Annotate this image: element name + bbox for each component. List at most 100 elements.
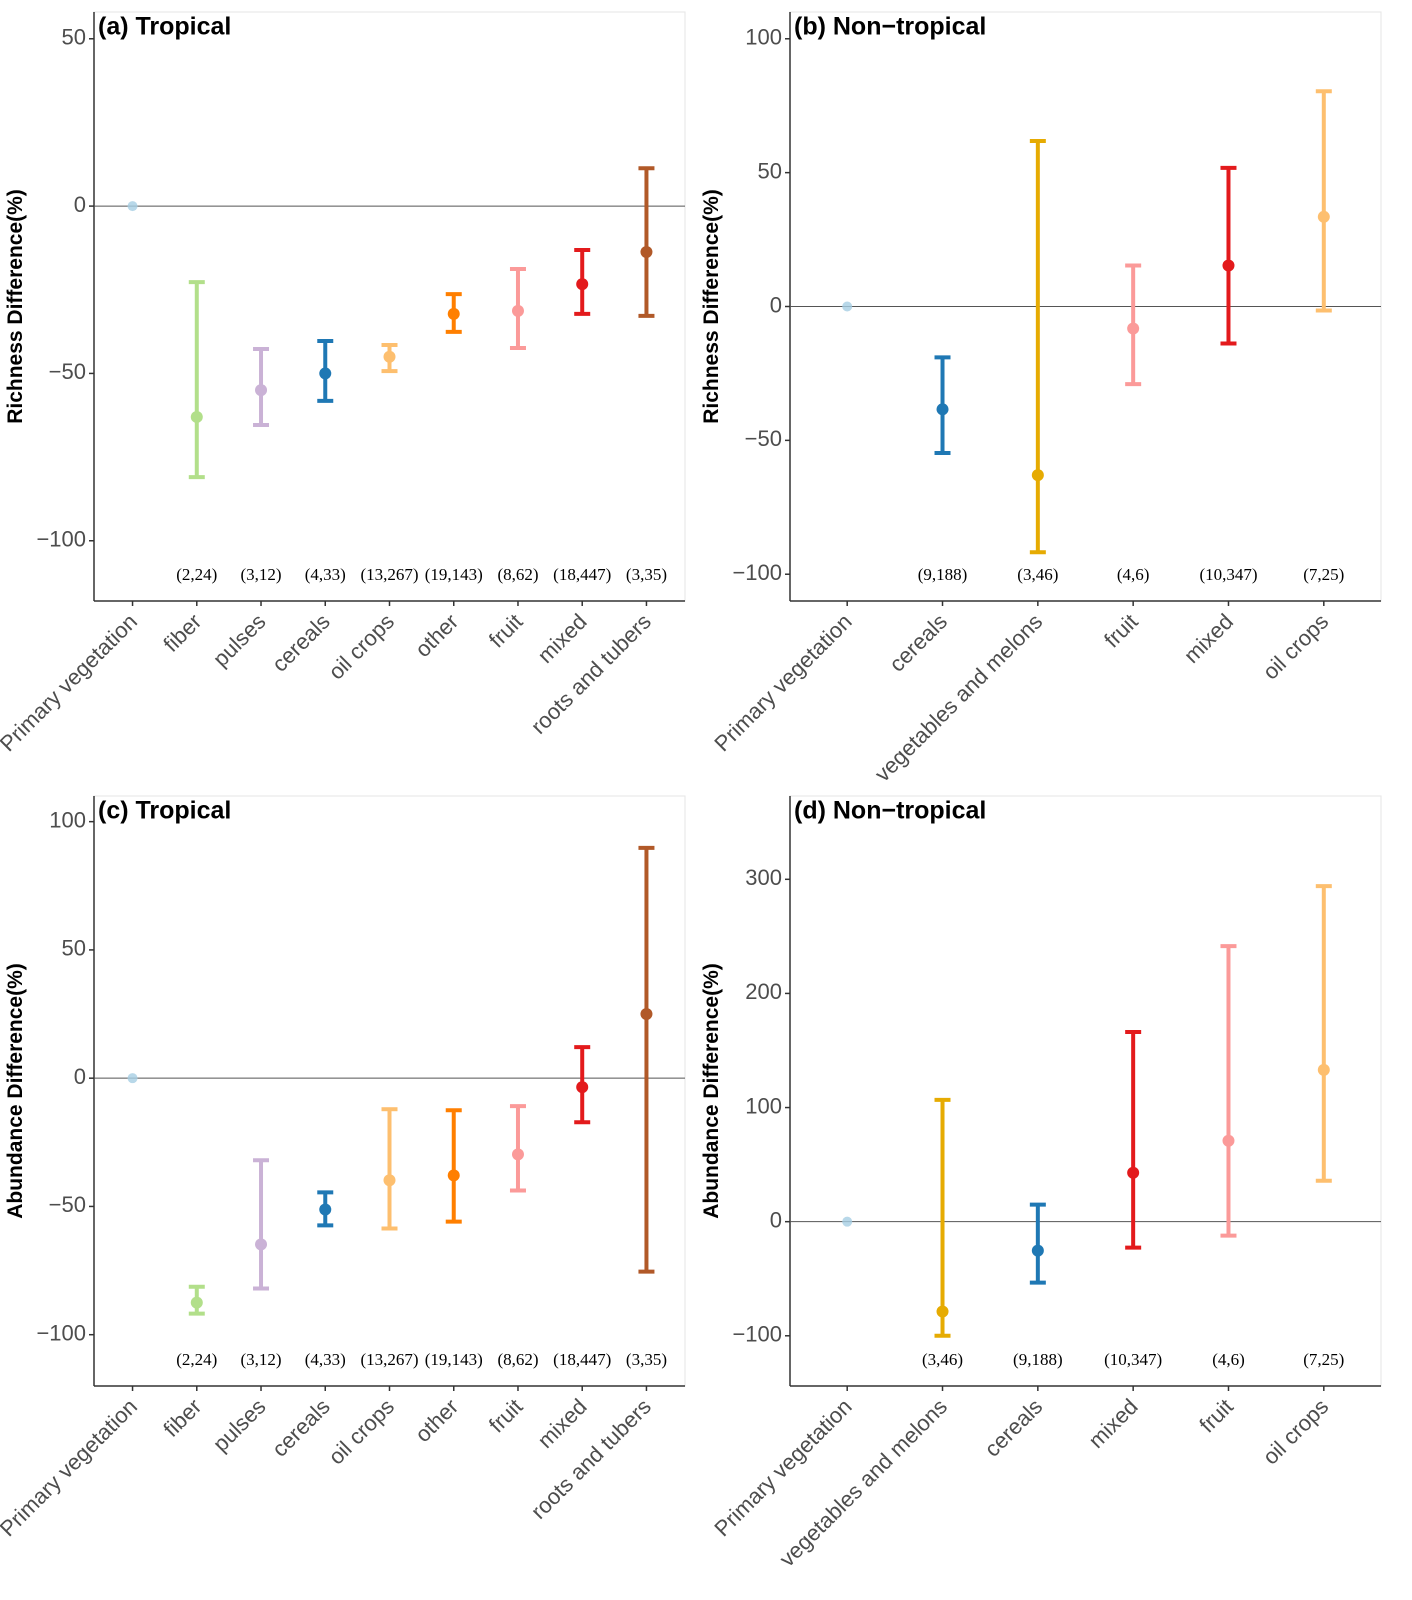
point bbox=[190, 1296, 203, 1309]
point bbox=[842, 301, 853, 312]
y-tick-label: −50 bbox=[49, 1192, 86, 1217]
error-bar bbox=[188, 280, 205, 480]
sample-size-label: (4,6) bbox=[1212, 1350, 1245, 1369]
x-tick-label: fiber bbox=[158, 1394, 206, 1442]
y-tick-label: 0 bbox=[74, 1064, 86, 1089]
y-tick-label: 200 bbox=[745, 979, 782, 1004]
y-axis-label: Abundance Difference(%) bbox=[700, 963, 723, 1219]
y-tick-label: 100 bbox=[745, 1093, 782, 1118]
error-bar bbox=[1029, 139, 1046, 555]
x-tick-label: vegetables and melons bbox=[870, 609, 1048, 787]
sample-size-label: (7,25) bbox=[1303, 1350, 1344, 1369]
sample-size-label: (18,447) bbox=[553, 565, 611, 584]
y-tick-label: −100 bbox=[36, 527, 86, 552]
sample-size-label: (3,46) bbox=[922, 1350, 963, 1369]
error-bar bbox=[1315, 89, 1332, 313]
error-bar bbox=[1029, 1202, 1046, 1285]
error-bar bbox=[638, 166, 655, 318]
point bbox=[511, 1148, 524, 1161]
point bbox=[383, 1174, 396, 1187]
point bbox=[255, 384, 268, 397]
y-axis-label: Richness Difference(%) bbox=[700, 189, 723, 424]
x-tick-label: fruit bbox=[1099, 609, 1143, 653]
sample-size-label: (3,12) bbox=[240, 565, 281, 584]
panel-title: (d) Non−tropical bbox=[794, 797, 986, 825]
x-tick-label: other bbox=[410, 609, 463, 662]
error-bar bbox=[1125, 1030, 1142, 1250]
point bbox=[383, 350, 396, 363]
point bbox=[319, 1203, 332, 1216]
sample-size-label: (3,46) bbox=[1017, 565, 1058, 584]
panel-title: (c) Tropical bbox=[98, 797, 231, 825]
error-bar bbox=[445, 1108, 462, 1224]
point bbox=[1317, 1063, 1330, 1076]
point bbox=[447, 307, 460, 320]
panel-title: (b) Non−tropical bbox=[794, 13, 986, 41]
y-axis-label: Abundance Difference(%) bbox=[4, 963, 27, 1219]
point bbox=[936, 403, 949, 416]
sample-size-label: (10,347) bbox=[1199, 565, 1257, 584]
x-tick-label: oil crops bbox=[1258, 609, 1334, 685]
point bbox=[255, 1238, 268, 1251]
y-tick-label: −50 bbox=[49, 359, 86, 384]
x-tick-label: mixed bbox=[533, 1394, 592, 1453]
y-tick-label: 50 bbox=[758, 158, 782, 183]
sample-size-label: (9,188) bbox=[1013, 1350, 1063, 1369]
sample-size-label: (4,33) bbox=[305, 1350, 346, 1369]
error-bar bbox=[381, 1107, 398, 1231]
x-tick-label: pulses bbox=[208, 609, 271, 672]
sample-size-label: (4,6) bbox=[1117, 565, 1150, 584]
sample-size-label: (2,24) bbox=[176, 1350, 217, 1369]
y-tick-label: −100 bbox=[732, 1322, 782, 1347]
y-tick-label: −100 bbox=[732, 560, 782, 585]
point bbox=[1222, 1134, 1235, 1147]
sample-size-label: (18,447) bbox=[553, 1350, 611, 1369]
x-tick-label: mixed bbox=[533, 609, 592, 668]
point bbox=[640, 1008, 653, 1021]
y-tick-label: 100 bbox=[745, 25, 782, 50]
point bbox=[1127, 322, 1140, 335]
point bbox=[1031, 1244, 1044, 1257]
x-tick-label: fruit bbox=[1194, 1394, 1238, 1438]
y-tick-label: 0 bbox=[770, 292, 782, 317]
x-tick-label: fruit bbox=[484, 609, 528, 653]
sample-size-label: (2,24) bbox=[176, 565, 217, 584]
x-tick-label: cereals bbox=[884, 609, 952, 677]
y-tick-label: 100 bbox=[49, 807, 86, 832]
x-tick-label: oil crops bbox=[323, 609, 399, 685]
x-tick-label: roots and tubers bbox=[526, 1394, 656, 1524]
x-tick-label: other bbox=[410, 1394, 463, 1447]
point bbox=[1222, 259, 1235, 272]
sample-size-label: (10,347) bbox=[1104, 1350, 1162, 1369]
y-tick-label: −50 bbox=[745, 426, 782, 451]
x-tick-label: pulses bbox=[208, 1394, 271, 1457]
error-bar bbox=[1220, 944, 1237, 1238]
point bbox=[127, 1073, 138, 1084]
x-tick-label: Primary vegetation bbox=[709, 609, 856, 756]
panel-title: (a) Tropical bbox=[98, 13, 231, 41]
point bbox=[447, 1169, 460, 1182]
point bbox=[576, 1081, 589, 1094]
x-tick-label: vegetables and melons bbox=[774, 1394, 952, 1572]
x-tick-label: Primary vegetation bbox=[0, 609, 142, 756]
point bbox=[319, 367, 332, 380]
sample-size-label: (3,35) bbox=[626, 1350, 667, 1369]
point bbox=[1317, 210, 1330, 223]
error-bar bbox=[1315, 884, 1332, 1183]
sample-size-label: (13,267) bbox=[360, 565, 418, 584]
point bbox=[842, 1216, 853, 1227]
point bbox=[1031, 469, 1044, 482]
sample-size-label: (8,62) bbox=[497, 565, 538, 584]
sample-size-label: (9,188) bbox=[918, 565, 968, 584]
point bbox=[1127, 1166, 1140, 1179]
error-bar bbox=[1220, 165, 1237, 346]
sample-size-label: (19,143) bbox=[425, 1350, 483, 1369]
x-tick-label: Primary vegetation bbox=[0, 1394, 142, 1541]
y-tick-label: 50 bbox=[62, 25, 86, 50]
y-axis-label: Richness Difference(%) bbox=[4, 189, 27, 424]
point bbox=[511, 304, 524, 317]
point bbox=[576, 278, 589, 291]
sample-size-label: (7,25) bbox=[1303, 565, 1344, 584]
sample-size-label: (19,143) bbox=[425, 565, 483, 584]
